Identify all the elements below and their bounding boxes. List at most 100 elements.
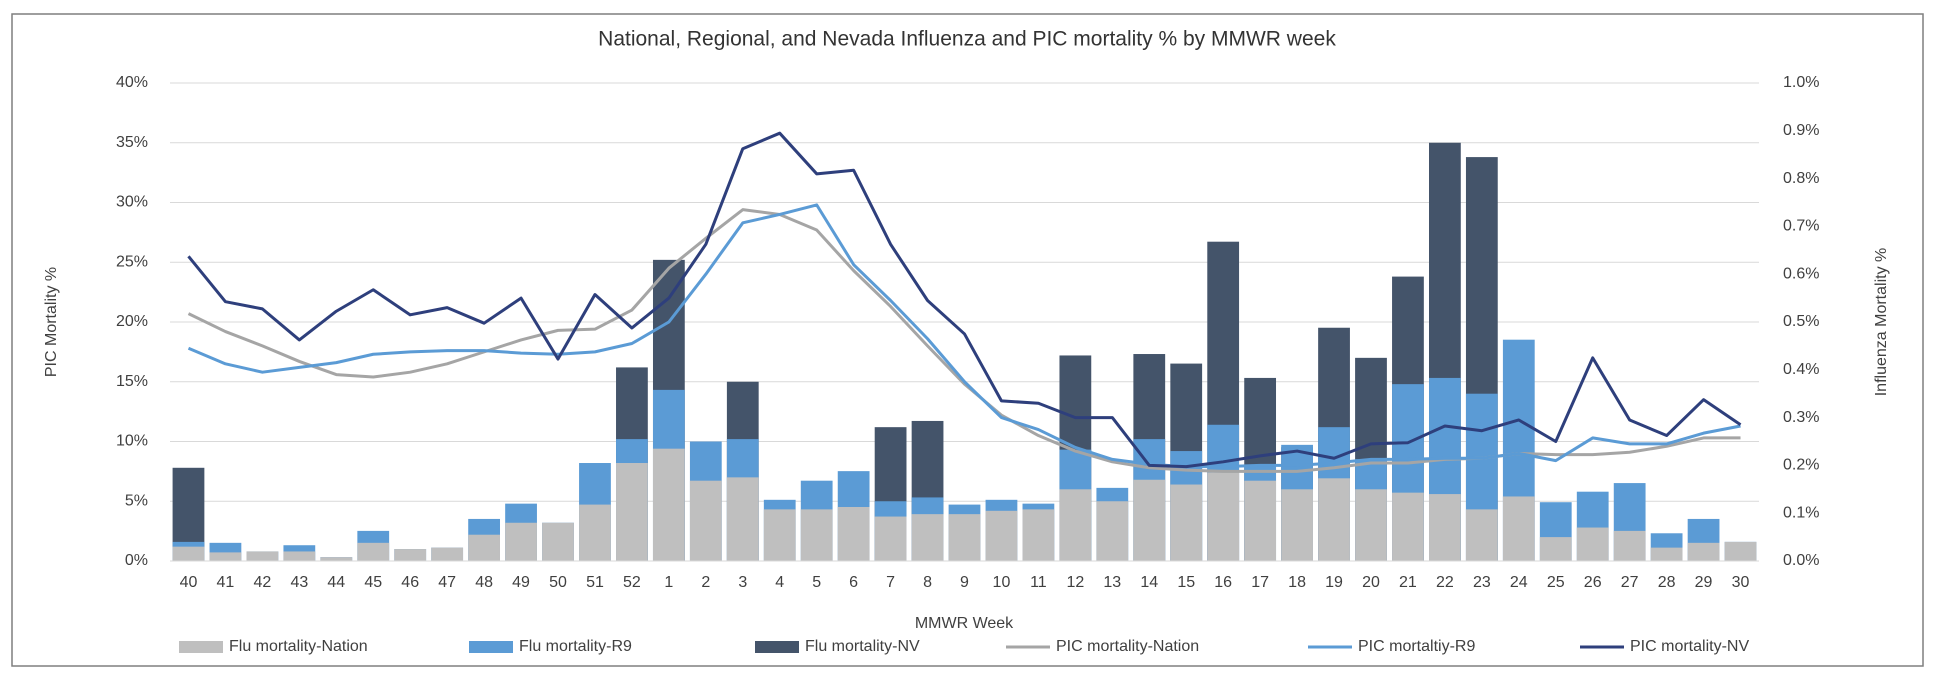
bar	[394, 549, 427, 561]
x-tick-label: 15	[1177, 574, 1195, 591]
y-tick-label: 5%	[125, 492, 148, 509]
y-tick-label: 10%	[116, 433, 148, 450]
x-tick-label: 17	[1251, 574, 1269, 591]
bar	[911, 514, 944, 561]
x-tick-label: 5	[812, 574, 821, 591]
x-tick-label: 40	[180, 574, 198, 591]
x-tick-label: 14	[1140, 574, 1158, 591]
bar	[1244, 480, 1277, 561]
x-tick-label: 43	[290, 574, 308, 591]
bar	[320, 557, 353, 561]
bar	[948, 514, 981, 561]
x-tick-label: 25	[1547, 574, 1565, 591]
bar	[837, 506, 870, 561]
bar	[1650, 547, 1683, 561]
bar	[800, 509, 833, 561]
bar	[874, 516, 907, 561]
legend-swatch	[179, 641, 223, 653]
bar	[431, 547, 464, 561]
x-tick-label: 22	[1436, 574, 1454, 591]
bar	[542, 522, 574, 561]
line	[187, 131, 1742, 469]
legend-label: PIC mortaltiy-R9	[1358, 638, 1475, 655]
bar	[1281, 489, 1313, 561]
line	[187, 203, 1741, 469]
y-tick-label: 40%	[116, 74, 148, 91]
chart-title: National, Regional, and Nevada Influenza…	[598, 28, 1336, 51]
y2-tick-label: 0.0%	[1783, 552, 1819, 569]
x-tick-label: 48	[475, 574, 493, 591]
y2-tick-label: 0.5%	[1783, 313, 1819, 330]
x-tick-label: 23	[1473, 574, 1491, 591]
bar	[1392, 492, 1424, 561]
x-tick-label: 3	[738, 574, 747, 591]
bar	[1170, 484, 1203, 561]
bar	[1687, 542, 1720, 561]
x-tick-label: 16	[1214, 574, 1232, 591]
bar	[209, 552, 242, 561]
bar	[1576, 527, 1609, 561]
y2-tick-label: 0.3%	[1783, 409, 1819, 426]
x-tick-label: 6	[849, 574, 858, 591]
x-tick-label: 12	[1066, 574, 1084, 591]
x-tick-label: 46	[401, 574, 419, 591]
y2-axis-title: Influenza Mortality %	[1873, 248, 1890, 397]
bar	[357, 542, 390, 561]
y-tick-label: 35%	[116, 134, 148, 151]
bar	[1502, 496, 1535, 561]
bar	[1133, 479, 1166, 561]
bar	[1613, 530, 1646, 561]
x-tick-label: 42	[253, 574, 271, 591]
bar	[763, 509, 796, 561]
bar	[246, 551, 279, 561]
bar	[1318, 478, 1350, 561]
x-tick-label: 49	[512, 574, 530, 591]
x-tick-label: 29	[1695, 574, 1713, 591]
y-tick-label: 30%	[116, 194, 148, 211]
x-tick-label: 24	[1510, 574, 1528, 591]
legend-label: Flu mortality-Nation	[229, 638, 368, 655]
x-tick-label: 21	[1399, 574, 1417, 591]
bar	[652, 448, 685, 561]
x-tick-label: 8	[923, 574, 932, 591]
y2-tick-label: 0.4%	[1783, 361, 1819, 378]
bar	[1355, 489, 1387, 561]
x-tick-label: 2	[701, 574, 710, 591]
x-tick-label: 30	[1732, 574, 1750, 591]
y2-tick-label: 0.8%	[1783, 170, 1819, 187]
y-tick-label: 0%	[125, 552, 148, 569]
legend-label: Flu mortality-R9	[519, 638, 632, 655]
x-axis-title: MMWR Week	[915, 615, 1014, 632]
x-tick-label: 28	[1658, 574, 1676, 591]
legend-label: PIC mortality-NV	[1630, 638, 1749, 655]
x-tick-label: 50	[549, 574, 567, 591]
bar	[1059, 489, 1092, 561]
bar	[283, 551, 316, 561]
y2-tick-label: 0.6%	[1783, 265, 1819, 282]
x-tick-label: 47	[438, 574, 456, 591]
y2-tick-label: 0.9%	[1783, 122, 1819, 139]
y-tick-label: 15%	[116, 373, 148, 390]
x-tick-label: 11	[1030, 574, 1047, 591]
y2-tick-label: 0.1%	[1783, 504, 1819, 521]
x-tick-label: 52	[623, 574, 641, 591]
bar	[1022, 509, 1055, 561]
x-tick-label: 26	[1584, 574, 1602, 591]
bar	[1429, 494, 1461, 561]
x-tick-label: 51	[586, 574, 604, 591]
bar	[1096, 501, 1129, 561]
bar	[1465, 509, 1498, 561]
y-tick-label: 20%	[116, 313, 148, 330]
y2-tick-label: 1.0%	[1783, 74, 1819, 91]
bar	[726, 477, 759, 561]
x-tick-label: 18	[1288, 574, 1306, 591]
x-tick-label: 4	[775, 574, 784, 591]
x-tick-label: 19	[1325, 574, 1343, 591]
x-tick-label: 7	[886, 574, 895, 591]
x-tick-label: 20	[1362, 574, 1380, 591]
y2-tick-label: 0.7%	[1783, 218, 1819, 235]
bar	[689, 480, 722, 561]
x-tick-label: 41	[217, 574, 235, 591]
bar	[1539, 537, 1572, 561]
